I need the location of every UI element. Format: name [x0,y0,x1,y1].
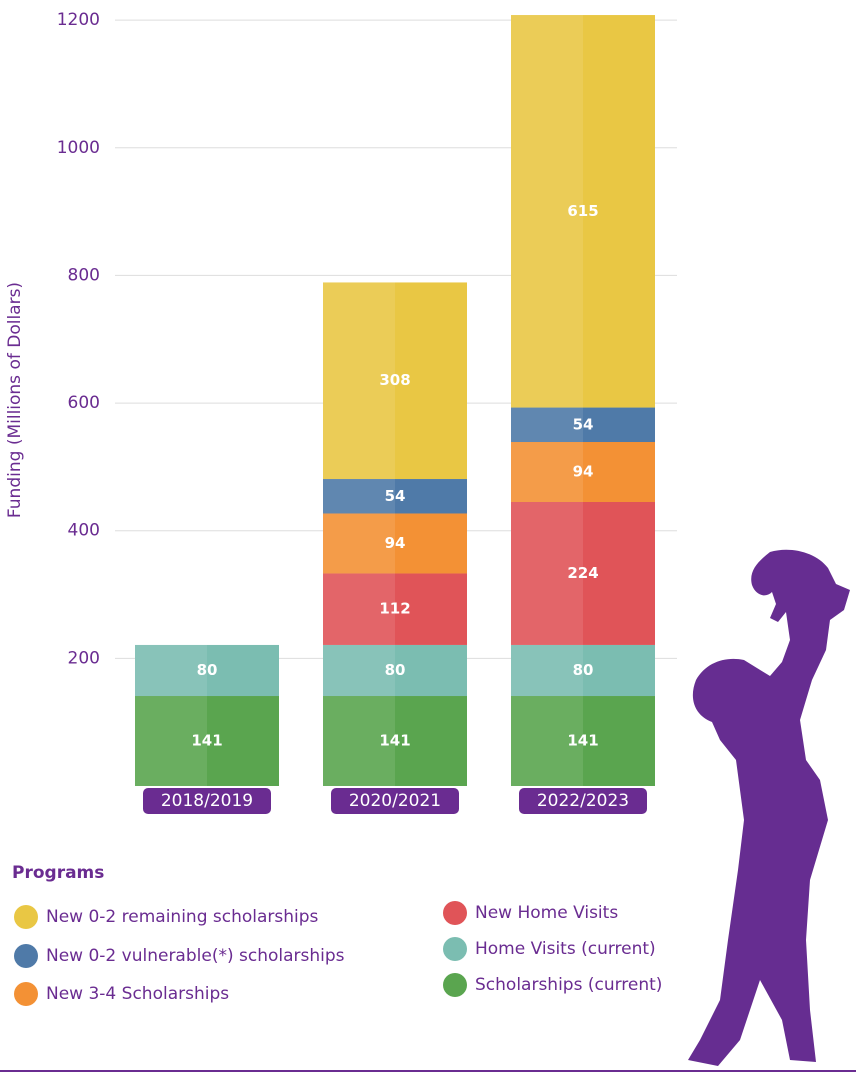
data-label: 94 [385,534,406,552]
legend-label: New 0-2 remaining scholarships [46,907,319,927]
data-label: 615 [567,202,598,220]
data-label: 141 [567,732,598,750]
data-label: 80 [573,661,594,679]
data-label: 54 [573,415,594,433]
legend-swatch [14,944,38,968]
data-label: 224 [567,564,598,582]
legend-label: New 3-4 Scholarships [46,984,229,1004]
x-tick-label: 2022/2023 [537,791,629,811]
data-label: 94 [573,463,594,481]
y-tick-label: 600 [68,393,100,413]
legend-label: Scholarships (current) [475,975,662,995]
legend-swatch [14,905,38,929]
chart: Funding (Millions of Dollars) Programs 2… [0,0,856,1074]
y-tick-label: 400 [68,521,100,541]
silhouette [688,550,850,1066]
legend-swatch [14,982,38,1006]
legend-label: New Home Visits [475,903,618,923]
data-label: 80 [197,661,218,679]
legend-swatch [443,973,467,997]
legend-label: Home Visits (current) [475,939,656,959]
data-label: 112 [379,600,410,618]
data-label: 308 [379,371,410,389]
legend-swatch [443,937,467,961]
legend-swatch [443,901,467,925]
x-tick-label: 2020/2021 [349,791,441,811]
y-tick-label: 800 [68,265,100,285]
y-tick-label: 200 [68,648,100,668]
x-tick-label: 2018/2019 [161,791,253,811]
legend-label: New 0-2 vulnerable(*) scholarships [46,946,345,966]
legend-title: Programs [12,863,104,883]
data-label: 54 [385,487,406,505]
data-label: 141 [191,732,222,750]
y-tick-label: 1000 [57,138,100,158]
y-axis-label: Funding (Millions of Dollars) [5,282,25,518]
data-label: 141 [379,732,410,750]
y-tick-label: 1200 [57,10,100,30]
data-label: 80 [385,661,406,679]
